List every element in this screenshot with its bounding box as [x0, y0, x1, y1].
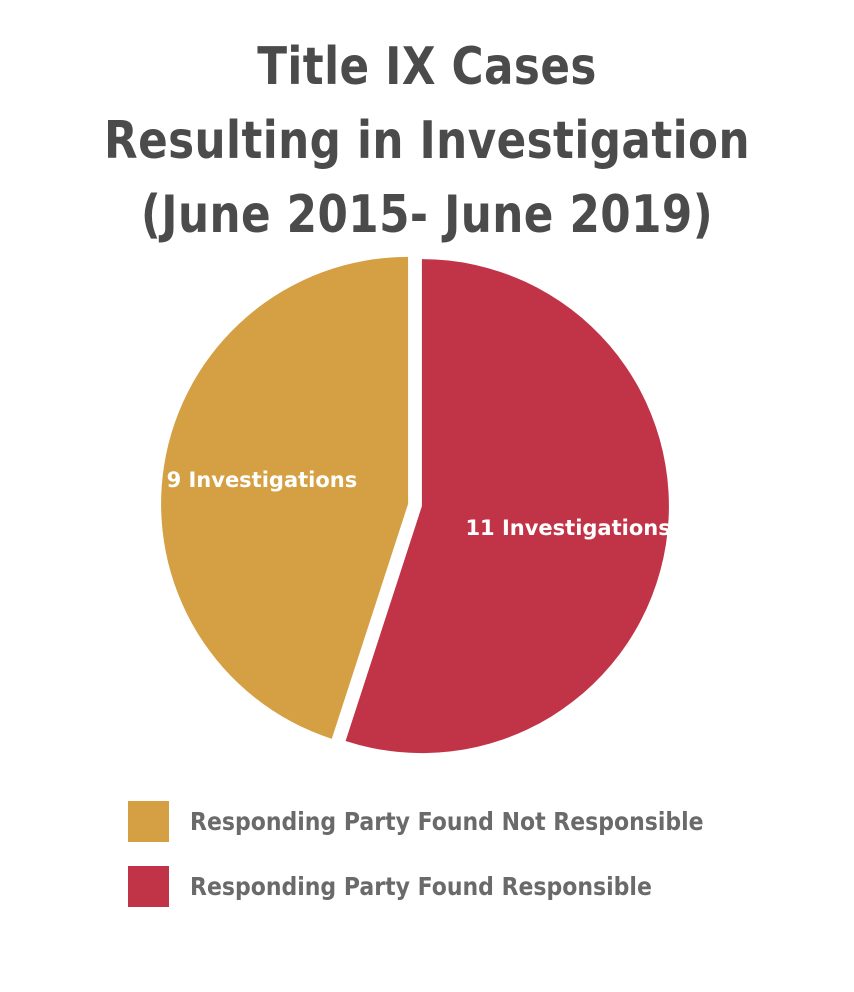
pie-slice-responsible — [345, 259, 669, 754]
chart-title-line-3: (June 2015- June 2019) — [140, 185, 714, 245]
legend-swatch-not-responsible — [128, 801, 169, 842]
legend-swatch-responsible — [128, 866, 169, 907]
pie-data-label-not-responsible: 9 Investigations — [167, 468, 358, 492]
legend-label-responsible: Responding Party Found Responsible — [190, 872, 652, 901]
chart-title-line-1: Title IX Cases — [257, 37, 597, 97]
legend: Responding Party Found Not Responsible R… — [128, 801, 774, 931]
legend-item-not-responsible: Responding Party Found Not Responsible — [128, 801, 774, 842]
chart-title: Title IX Cases Resulting in Investigatio… — [68, 30, 785, 252]
pie-data-label-responsible: 11 Investigations — [465, 516, 670, 540]
legend-item-responsible: Responding Party Found Responsible — [128, 866, 774, 907]
legend-label-not-responsible: Responding Party Found Not Responsible — [190, 807, 704, 836]
chart-title-line-2: Resulting in Investigation — [104, 111, 750, 171]
pie-slice-not-responsible — [161, 256, 409, 739]
